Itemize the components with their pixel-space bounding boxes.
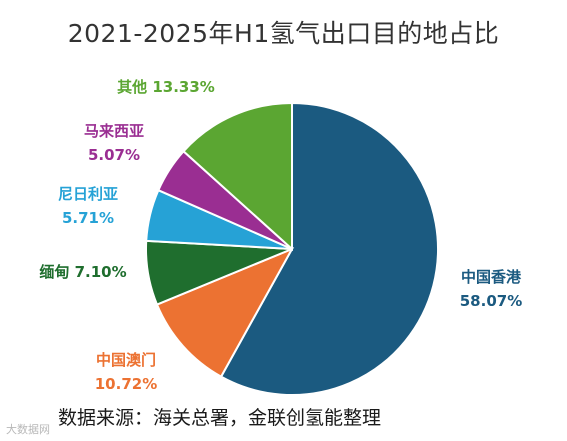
source-note: 数据来源：海关总署，金联创氢能整理	[58, 407, 382, 429]
chart-title: 2021-2025年H1氢气出口目的地占比	[67, 19, 500, 48]
watermark: 大数据网	[6, 423, 50, 436]
slice-label-4: 马来西亚 5.07%	[84, 122, 144, 164]
pie-slice-5	[182, 101, 293, 252]
slice-label-5: 其他 13.33%	[117, 78, 215, 96]
pie-slice-1	[155, 246, 295, 378]
slice-label-3: 尼日利亚 5.71%	[58, 185, 118, 227]
slice-label-0: 中国香港 58.07%	[460, 268, 522, 310]
slice-label-1: 中国澳门 10.72%	[95, 351, 157, 393]
pie-slice-0	[219, 101, 439, 396]
slice-label-2: 缅甸 7.10%	[39, 263, 126, 281]
